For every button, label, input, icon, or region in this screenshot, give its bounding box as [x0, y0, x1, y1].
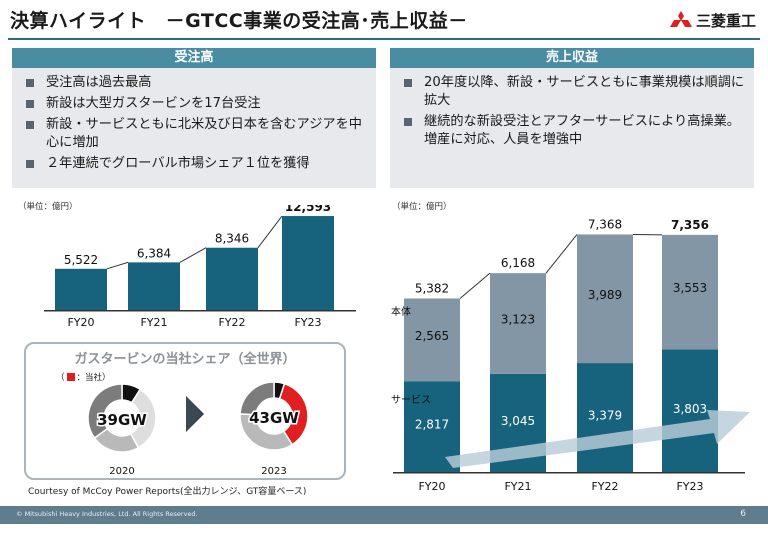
orders-value-label: 5,522 [64, 253, 98, 267]
revenue-bullet-text: 継続的な新設受注とアフターサービスにより高操業。増産に対応、人員を増強中 [424, 114, 740, 147]
revenue-category-label: FY20 [418, 480, 445, 493]
revenue-body-value-label: 3,553 [673, 281, 707, 295]
revenue-total-label: 6,168 [501, 256, 535, 270]
legend-swatch-own [66, 373, 75, 381]
revenue-service-value-label: 2,817 [415, 417, 449, 431]
legend-open: （ [56, 373, 65, 383]
market-share-legend: （ ：当社） [56, 371, 111, 383]
revenue-bullet-list: 20年度以降、新設・サービスともに事業規模は順調に拡大 継続的な新設受注とアフター… [390, 68, 754, 149]
chevron-right-fill [186, 396, 202, 432]
orders-panel-body: 受注高は過去最高新設は大型ガスタービンを17台受注新設・サービスともに北米及び日… [12, 68, 376, 188]
bullet-square-icon [404, 79, 412, 87]
orders-bullet: 新設・サービスともに北米及び日本を含むアジアを中心に増加 [20, 116, 368, 152]
revenue-service-value-label: 3,045 [501, 414, 535, 428]
growth-arrow-icon [445, 410, 750, 468]
donut-slice [239, 381, 275, 416]
orders-bar [128, 262, 180, 310]
revenue-category-label: FY23 [676, 480, 703, 493]
orders-bullet-list: 受注高は過去最高新設は大型ガスタービンを17台受注新設・サービスともに北米及び日… [12, 68, 376, 173]
revenue-total-label: 7,368 [588, 217, 622, 231]
revenue-service-value-label: 3,803 [673, 402, 707, 416]
footer-bar: © Mitsubishi Heavy Industries, Ltd. All … [0, 506, 768, 524]
revenue-total-label: 5,382 [415, 282, 449, 296]
revenue-total-label: 7,356 [671, 218, 709, 232]
orders-bullet-text: 新設は大型ガスタービンを17台受注 [46, 96, 261, 111]
revenue-category-label: FY21 [504, 480, 531, 493]
donut-slice [87, 383, 123, 440]
market-share-title: ガスタービンの当社シェア（全世界） [74, 352, 296, 367]
revenue-stacked-bar-chart: 2,817 2,565 5,382 FY20 3,045 3,123 6,168 FY21 3,… [391, 217, 750, 493]
revenue-service-bar [577, 363, 633, 472]
orders-category-label: FY23 [294, 316, 321, 329]
orders-bar [206, 247, 258, 310]
revenue-body-bar [404, 298, 460, 382]
donut-center-label: 43GW [249, 409, 299, 427]
orders-bullet-text: ２年連続でグローバル市場シェア１位を獲得 [46, 156, 310, 171]
bullet-square-icon [404, 118, 412, 126]
revenue-body-bar [490, 273, 546, 374]
donut-year-label: 2023 [261, 466, 286, 477]
revenue-bullet-text: 20年度以降、新設・サービスともに事業規模は順調に拡大 [424, 75, 745, 108]
logo-text: 三菱重工 [695, 12, 756, 30]
revenue-bullet: 継続的な新設受注とアフターサービスにより高操業。増産に対応、人員を増強中 [398, 113, 746, 149]
page-number: 6 [740, 509, 746, 519]
orders-bullet-text: 新設・サービスともに北米及び日本を含むアジアを中心に増加 [46, 117, 362, 150]
revenue-connector-line [459, 272, 491, 299]
orders-value-label: 6,384 [137, 246, 171, 260]
bullet-square-icon [26, 160, 34, 168]
orders-category-label: FY21 [140, 316, 167, 329]
revenue-service-value-label: 3,379 [588, 409, 622, 423]
orders-connector-line [257, 215, 283, 249]
revenue-body-value-label: 3,989 [588, 288, 622, 302]
bullet-square-icon [26, 79, 34, 87]
orders-connector-line [179, 247, 207, 263]
orders-unit-label: （単位：億円） [18, 202, 78, 212]
orders-bar [55, 268, 107, 310]
copyright-text: © Mitsubishi Heavy Industries, Ltd. All … [16, 510, 198, 518]
orders-category-label: FY20 [67, 316, 94, 329]
x-axis-line [44, 310, 356, 312]
orders-bullet: 新設は大型ガスタービンを17台受注 [20, 95, 368, 113]
orders-bullet: ２年連続でグローバル市場シェア１位を獲得 [20, 155, 368, 173]
page-title: 決算ハイライト －GTCC事業の受注高･売上収益－ [10, 10, 468, 32]
orders-panel-heading: 受注高 [12, 48, 376, 68]
title-divider [8, 38, 760, 40]
revenue-body-value-label: 2,565 [415, 329, 449, 343]
series-label-body: 本体 [391, 305, 411, 318]
three-diamond-icon [669, 10, 692, 27]
revenue-body-bar [662, 234, 718, 350]
donut-center-label: 39GW [97, 411, 147, 429]
revenue-body-bar [577, 234, 633, 364]
orders-bullet: 受注高は過去最高 [20, 74, 368, 92]
revenue-bullet: 20年度以降、新設・サービスともに事業規模は順調に拡大 [398, 74, 746, 110]
revenue-unit-label: （単位：億円） [392, 202, 452, 212]
donut-year-label: 2020 [109, 466, 134, 477]
market-share-donuts: 39GW 2020 43GW 2023 [87, 381, 309, 477]
revenue-panel-body: 20年度以降、新設・サービスともに事業規模は順調に拡大 継続的な新設受注とアフター… [390, 68, 754, 188]
bullet-square-icon [26, 121, 34, 129]
orders-connector-line [106, 261, 129, 270]
orders-bullet-text: 受注高は過去最高 [46, 75, 152, 90]
legend-label: ：当社） [76, 373, 111, 383]
revenue-connector-line [545, 234, 578, 274]
series-label-service: サービス [391, 394, 431, 406]
orders-bar [282, 216, 334, 310]
revenue-category-label: FY22 [591, 480, 618, 493]
orders-bar-chart: 5,522 FY20 6,384 FY21 8,346 FY22 12,593 FY23 [44, 205, 356, 329]
market-share-box: ガスタービンの当社シェア（全世界） （ ：当社） 39GW 2020 43GW 202… [24, 342, 346, 480]
source-note: Courtesy of McCoy Power Reports(全出力レンジ、G… [28, 487, 307, 497]
company-logo: 三菱重工 [669, 10, 756, 31]
orders-category-label: FY22 [218, 316, 245, 329]
orders-value-label: 12,593 [285, 205, 331, 214]
revenue-panel-heading: 売上収益 [390, 48, 754, 68]
x-axis-line [393, 472, 745, 474]
bullet-square-icon [26, 100, 34, 108]
orders-value-label: 8,346 [215, 232, 249, 246]
revenue-body-value-label: 3,123 [501, 313, 535, 327]
